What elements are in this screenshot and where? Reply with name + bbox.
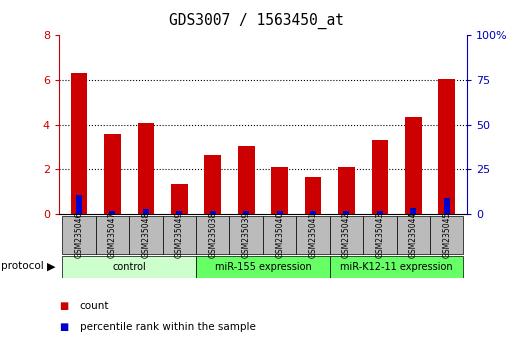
Text: GSM235045: GSM235045: [442, 212, 451, 258]
Bar: [363, 216, 397, 254]
Bar: [63, 216, 96, 254]
Bar: [277, 211, 283, 214]
Text: protocol: protocol: [1, 261, 44, 271]
Bar: [109, 211, 115, 214]
Text: GSM235049: GSM235049: [175, 212, 184, 258]
Text: miR-155 expression: miR-155 expression: [214, 262, 311, 272]
Bar: [238, 146, 254, 214]
Bar: [163, 216, 196, 254]
Bar: [430, 216, 463, 254]
Bar: [196, 256, 330, 278]
Bar: [410, 208, 417, 214]
Bar: [297, 216, 330, 254]
Text: GSM235046: GSM235046: [74, 212, 84, 258]
Bar: [129, 216, 163, 254]
Bar: [143, 209, 149, 214]
Bar: [397, 216, 430, 254]
Text: GSM235044: GSM235044: [409, 212, 418, 258]
Text: GSM235041: GSM235041: [308, 212, 318, 258]
Text: GSM235048: GSM235048: [142, 212, 150, 258]
Bar: [271, 167, 288, 214]
Text: GSM235043: GSM235043: [376, 212, 384, 258]
Bar: [405, 117, 422, 214]
Bar: [196, 216, 229, 254]
Bar: [63, 256, 196, 278]
Text: miR-K12-11 expression: miR-K12-11 expression: [340, 262, 453, 272]
Bar: [338, 167, 355, 214]
Bar: [104, 134, 121, 214]
Bar: [330, 256, 463, 278]
Bar: [310, 211, 316, 214]
Text: GSM235047: GSM235047: [108, 212, 117, 258]
Text: ▶: ▶: [47, 261, 56, 271]
Text: count: count: [80, 301, 109, 311]
Bar: [71, 73, 87, 214]
Text: ■: ■: [59, 322, 68, 332]
Text: GSM235039: GSM235039: [242, 212, 251, 258]
Text: GSM235038: GSM235038: [208, 212, 218, 258]
Text: GSM235040: GSM235040: [275, 212, 284, 258]
Bar: [439, 79, 455, 214]
Bar: [171, 184, 188, 214]
Text: control: control: [112, 262, 146, 272]
Bar: [176, 211, 182, 214]
Bar: [377, 211, 383, 214]
Text: GDS3007 / 1563450_at: GDS3007 / 1563450_at: [169, 12, 344, 29]
Text: GSM235042: GSM235042: [342, 212, 351, 258]
Text: percentile rank within the sample: percentile rank within the sample: [80, 322, 255, 332]
Bar: [305, 177, 322, 214]
Bar: [137, 122, 154, 214]
Text: ■: ■: [59, 301, 68, 311]
Bar: [96, 216, 129, 254]
Bar: [371, 141, 388, 214]
Bar: [330, 216, 363, 254]
Bar: [344, 211, 349, 214]
Bar: [204, 155, 221, 214]
Bar: [229, 216, 263, 254]
Bar: [243, 211, 249, 214]
Bar: [444, 198, 450, 214]
Bar: [76, 195, 82, 214]
Bar: [263, 216, 297, 254]
Bar: [210, 211, 216, 214]
